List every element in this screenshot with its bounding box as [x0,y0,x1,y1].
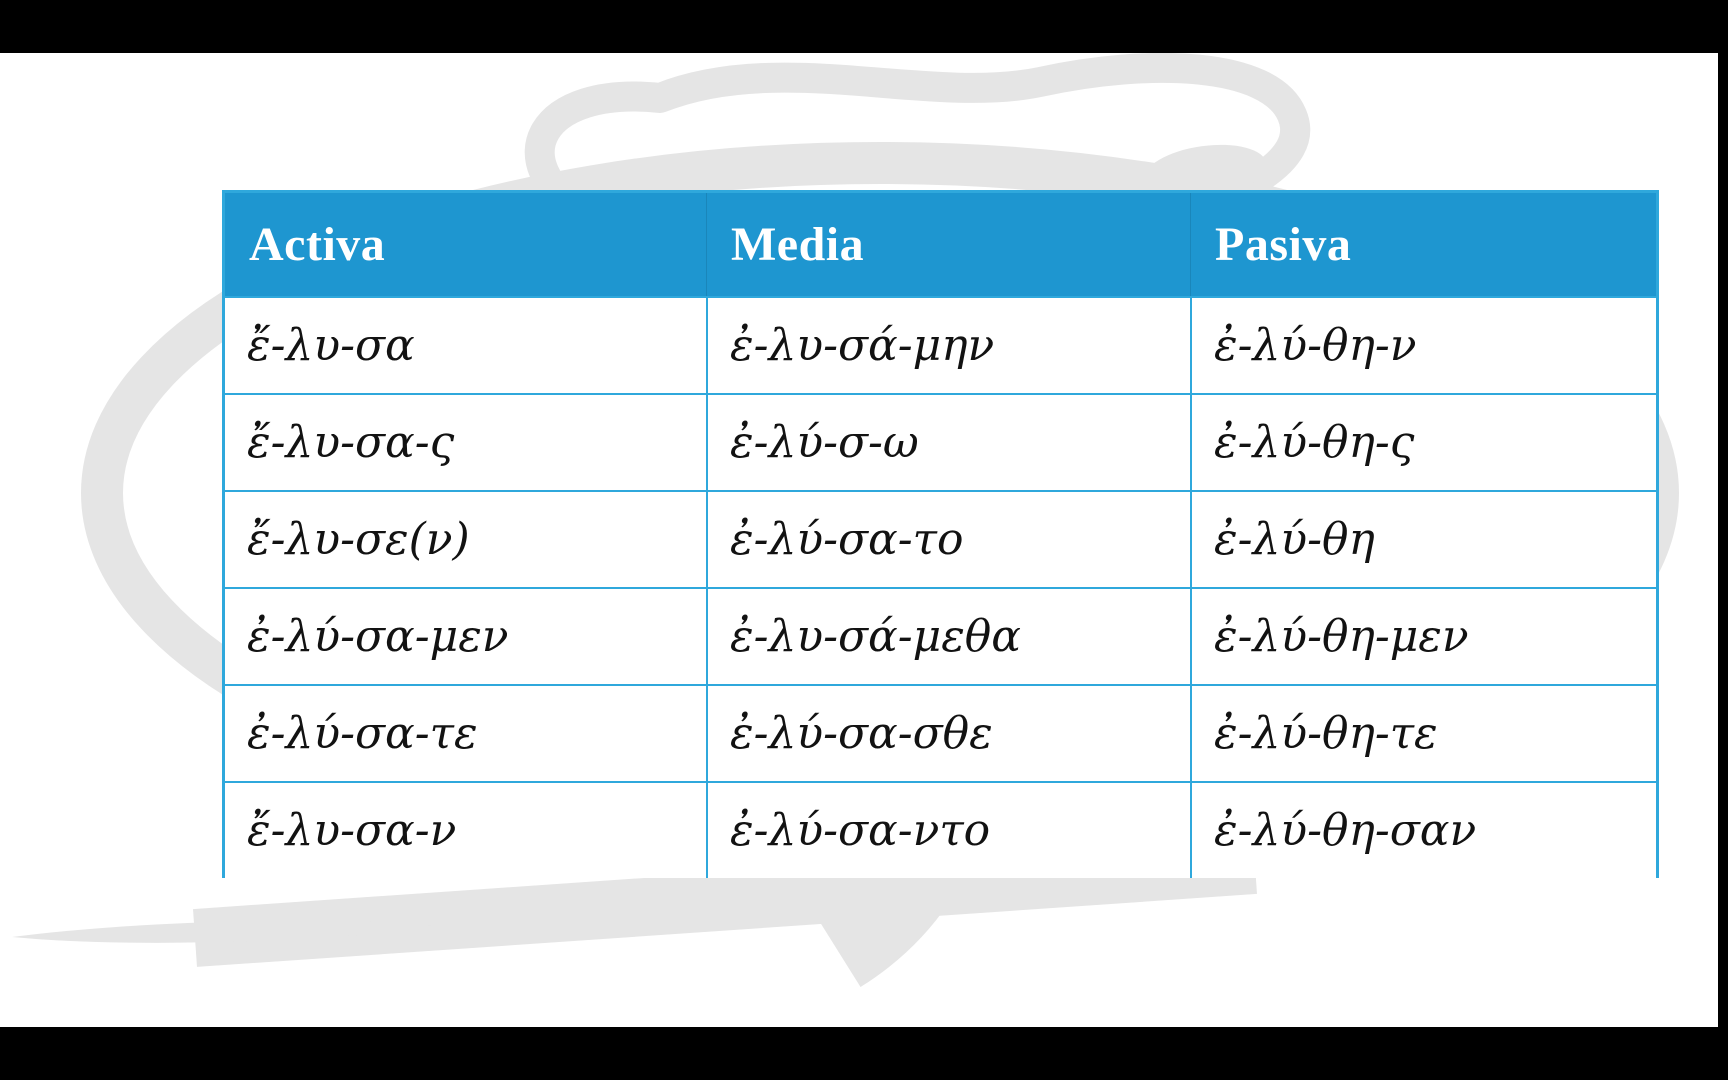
watermark-dot-blob [1143,144,1267,200]
table-cell: ἐ-λύ-σ-ω [706,393,1190,490]
column-header-activa: Activa [225,193,706,296]
table-cell: ἐ-λύ-θη-σαν [1190,781,1656,878]
letterbox-right [1718,0,1728,1080]
table-cell: ἐ-λύ-θη-μεν [1190,587,1656,684]
watermark-tail-swoosh [12,920,450,943]
table-cell: ἐ-λυ-σά-μην [706,296,1190,393]
table-cell: ἐ-λύ-σα-σθε [706,684,1190,781]
table-cell: ἔ-λυ-σα [225,296,706,393]
column-header-media: Media [706,193,1190,296]
table-cell: ἐ-λύ-σα-το [706,490,1190,587]
conjugation-table: Activa Media Pasiva ἔ-λυ-σα ἐ-λυ-σά-μην … [222,190,1659,878]
table-cell: ἔ-λυ-σα-ς [225,393,706,490]
column-header-pasiva: Pasiva [1190,193,1656,296]
table-cell: ἐ-λύ-θη-τε [1190,684,1656,781]
table-cell: ἐ-λύ-σα-μεν [225,587,706,684]
slide: Activa Media Pasiva ἔ-λυ-σα ἐ-λυ-σά-μην … [0,53,1718,1027]
table-cell: ἐ-λύ-θη-ς [1190,393,1656,490]
table-cell: ἐ-λύ-σα-τε [225,684,706,781]
table-cell: ἐ-λύ-σα-ντο [706,781,1190,878]
table-cell: ἐ-λύ-θη-ν [1190,296,1656,393]
table-cell: ἐ-λυ-σά-μεθα [706,587,1190,684]
table-cell: ἔ-λυ-σα-ν [225,781,706,878]
table-cell: ἐ-λύ-θη [1190,490,1656,587]
letterbox-top [0,0,1728,53]
letterbox-bottom [0,1027,1728,1080]
table-cell: ἔ-λυ-σε(ν) [225,490,706,587]
